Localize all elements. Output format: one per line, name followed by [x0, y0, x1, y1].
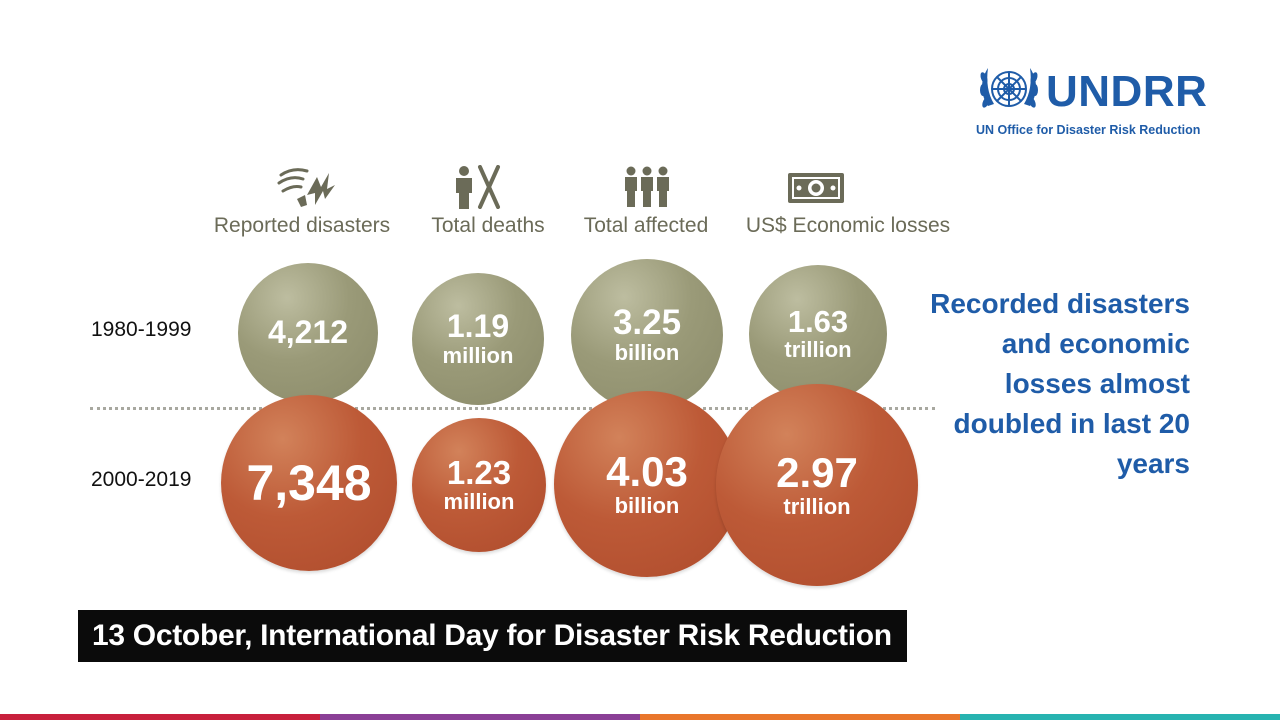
color-stripe — [0, 714, 1280, 720]
circle-1980-total-affected: 3.25 billion — [571, 259, 723, 411]
stripe-segment-2 — [320, 714, 640, 720]
unit: billion — [614, 340, 680, 366]
circle-2000-total-affected: 4.03 billion — [554, 391, 740, 577]
value: 1.63 — [787, 303, 849, 339]
header-reported-disasters: Reported disasters — [213, 214, 391, 237]
value: 1.19 — [446, 308, 510, 345]
value: 4,212 — [267, 314, 349, 351]
value: 4.03 — [606, 447, 688, 495]
stripe-segment-1 — [0, 714, 320, 720]
unit: billion — [614, 492, 680, 518]
value: 7,348 — [246, 454, 372, 511]
deaths-icon — [456, 165, 500, 209]
circle-1980-reported-disasters: 4,212 — [238, 263, 378, 403]
key-message: Recorded disasters and economic losses a… — [930, 288, 1190, 479]
header-total-deaths: Total deaths — [431, 214, 545, 237]
unit: million — [443, 489, 515, 515]
period-divider — [90, 407, 935, 410]
storm-icon — [277, 168, 335, 207]
people-icon — [625, 166, 669, 207]
un-emblem-icon — [980, 68, 1038, 108]
money-icon — [788, 173, 844, 203]
circle-2000-reported-disasters: 7,348 — [221, 395, 397, 571]
logo-subtitle: UN Office for Disaster Risk Reduction — [976, 123, 1201, 137]
stripe-segment-4 — [960, 714, 1280, 720]
unit: trillion — [783, 493, 851, 519]
period-label-2000-2019: 2000-2019 — [91, 468, 192, 491]
unit: trillion — [784, 337, 852, 363]
circle-1980-total-deaths: 1.19 million — [412, 273, 544, 405]
circle-2000-total-deaths: 1.23 million — [412, 418, 546, 552]
value: 2.97 — [776, 448, 858, 496]
circle-1980-economic-losses: 1.63 trillion — [749, 265, 887, 403]
header-total-affected: Total affected — [583, 214, 709, 237]
circle-2000-economic-losses: 2.97 trillion — [716, 384, 918, 586]
unit: million — [442, 342, 514, 368]
value: 3.25 — [612, 302, 682, 342]
event-banner: 13 October, International Day for Disast… — [78, 610, 907, 662]
value: 1.23 — [446, 453, 512, 491]
header-economic-losses: US$ Economic losses — [745, 214, 951, 237]
period-label-1980-1999: 1980-1999 — [91, 318, 192, 341]
logo-name: UNDRR — [1046, 67, 1208, 116]
undrr-logo: UNDRR UN Office for Disaster Risk Reduct… — [976, 58, 1207, 138]
stripe-segment-3 — [640, 714, 960, 720]
